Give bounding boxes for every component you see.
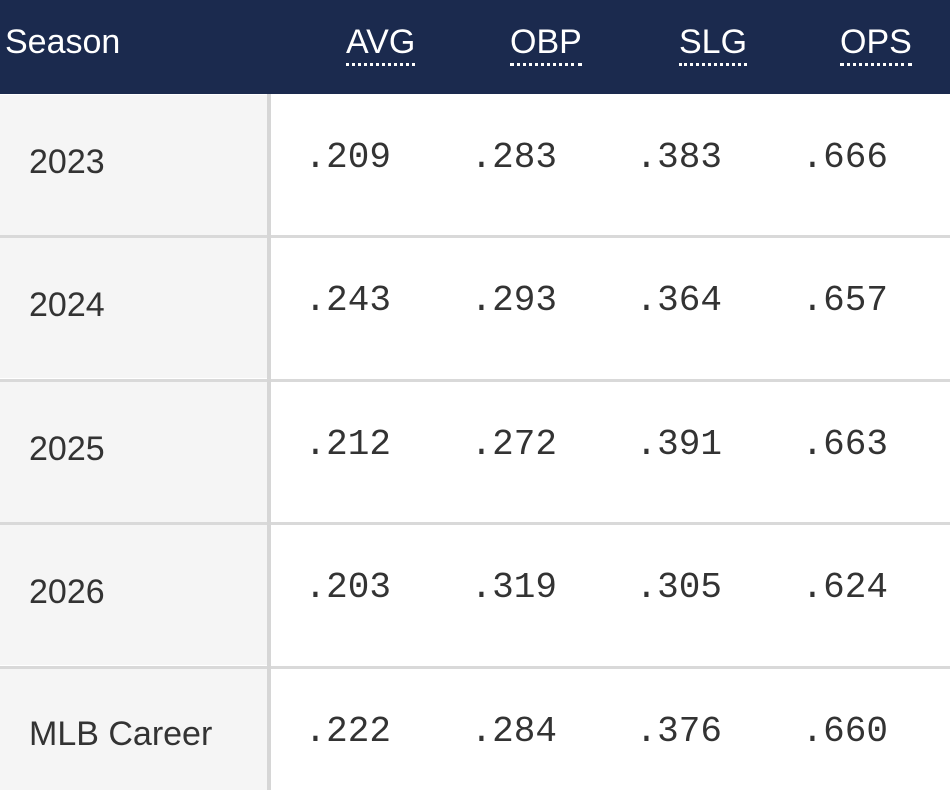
season-label: 2024 [29,286,105,325]
stat-value: .391 [635,423,722,465]
row-separator [0,522,950,526]
season-label: 2023 [29,143,105,181]
row-label-cell [0,238,267,379]
stat-value: .657 [801,280,888,322]
stat-value: .212 [304,423,391,465]
stat-value: .666 [801,137,888,178]
column-header: SLG [679,22,748,66]
row-label-cell [0,668,267,790]
stat-value: .203 [304,567,391,609]
row-separator [0,235,950,239]
column-header: OBP [510,22,582,66]
column-header: AVG [346,22,416,66]
season-label: 2025 [29,429,105,468]
stat-value: .383 [635,137,722,178]
stat-value: .663 [801,423,888,465]
column-header: OPS [840,22,912,66]
row-separator [0,665,950,669]
column-divider [267,94,271,790]
stat-value: .243 [304,280,391,322]
row-separator [0,378,950,382]
stat-value: .283 [470,137,557,178]
stat-value: .364 [635,280,722,322]
stat-value: .209 [304,137,391,178]
season-label: MLB Career [29,714,213,753]
stat-value: .624 [801,567,888,609]
season-label: 2026 [29,573,105,612]
column-header: Season [5,23,121,61]
stat-value: .293 [470,280,557,322]
row-label-cell [0,381,267,522]
row-label-cell [0,95,267,235]
stat-value: .376 [635,710,722,752]
stat-value: .319 [470,567,557,609]
stat-value: .284 [470,710,557,752]
row-label-cell [0,525,267,666]
stat-value: .222 [304,710,391,752]
stat-value: .660 [801,710,888,752]
stat-value: .272 [470,423,557,465]
stat-value: .305 [635,567,722,609]
table-header [0,0,950,94]
